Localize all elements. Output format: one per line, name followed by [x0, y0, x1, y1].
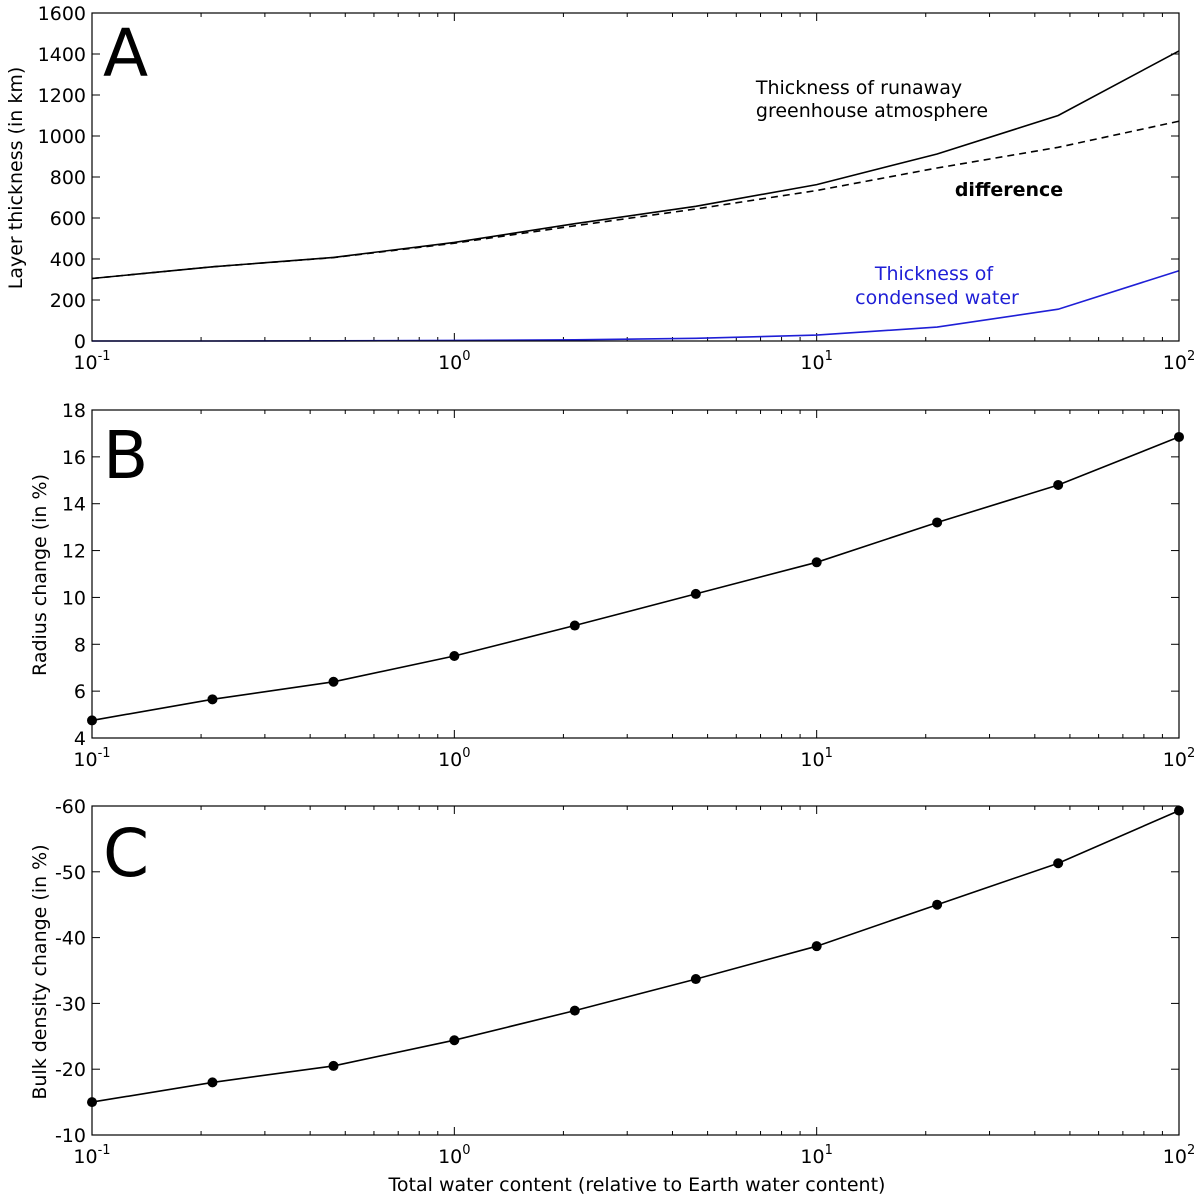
y-axis-label: Bulk density change (in %): [29, 844, 51, 1099]
annotation-line: Thickness of: [874, 263, 995, 285]
y-tick-label: 4: [74, 728, 86, 750]
panel-a: A Layer thickness (in km) Thickness of r…: [5, 3, 1195, 374]
x-tick-label: 100: [438, 746, 470, 771]
y-tick-label: -20: [55, 1059, 86, 1081]
y-tick-label: -50: [55, 862, 86, 884]
y-tick-label: 800: [50, 167, 86, 189]
panel-letter: C: [103, 815, 149, 892]
x-tick-exponent: -1: [98, 746, 111, 761]
x-tick-exponent: 0: [462, 349, 470, 364]
plot-frame: [91, 805, 1180, 1136]
data-point: [811, 941, 822, 952]
x-tick-label: 101: [800, 349, 832, 374]
x-tick-label: 100: [438, 1143, 470, 1168]
x-tick-exponent: 2: [1187, 349, 1195, 364]
y-axis-label: Layer thickness (in km): [5, 67, 27, 290]
y-tick-label: 1600: [38, 3, 86, 25]
y-tick-label: 6: [74, 681, 86, 703]
y-tick-label: -10: [55, 1125, 86, 1147]
y-tick-label: 12: [62, 541, 86, 563]
y-tick-label: 14: [62, 494, 86, 516]
y-axis-label: Radius change (in %): [29, 474, 51, 676]
data-point: [207, 694, 218, 705]
data-point: [207, 1077, 218, 1088]
x-tick-exponent: 1: [825, 1143, 833, 1158]
panel-b: B Radius change (in %) 10-1 100 101 1024681…: [29, 400, 1195, 771]
y-tick-label: 10: [62, 587, 86, 609]
x-tick-exponent: 2: [1187, 1143, 1195, 1158]
x-tick-label: 102: [1163, 1143, 1195, 1168]
y-tick-label: 600: [50, 208, 86, 230]
series-line: [91, 809, 1180, 1103]
x-tick-label: 100: [438, 349, 470, 374]
y-tick-label: 400: [50, 249, 86, 271]
panel-letter: B: [103, 417, 148, 494]
plot-frame: [91, 12, 1180, 342]
data-point: [449, 1035, 460, 1046]
annotation-runaway: Thickness of runaway greenhouse atmosphe…: [755, 77, 988, 122]
annotation-line: greenhouse atmosphere: [756, 100, 988, 122]
y-tick-label: -60: [55, 796, 86, 818]
x-tick-label: 101: [800, 746, 832, 771]
series-line: [91, 436, 1180, 722]
x-tick-exponent: 0: [462, 1143, 470, 1158]
x-tick-label: 102: [1163, 746, 1195, 771]
y-tick-label: 200: [50, 290, 86, 312]
data-point: [1053, 479, 1064, 490]
series-line: [91, 50, 1180, 280]
annotation-condensed-water: Thickness of condensed water: [855, 263, 1019, 309]
y-tick-label: -40: [55, 928, 86, 950]
y-tick-label: 1200: [38, 85, 86, 107]
data-point: [569, 1005, 580, 1016]
data-point: [328, 676, 339, 687]
panel-letter: A: [103, 15, 148, 92]
x-tick-exponent: 1: [825, 746, 833, 761]
series-line: [91, 120, 1180, 280]
y-tick-label: 1000: [38, 126, 86, 148]
x-tick-label: 101: [800, 1143, 832, 1168]
x-tick-exponent: 2: [1187, 746, 1195, 761]
y-tick-label: 0: [74, 331, 86, 353]
x-tick-label: 102: [1163, 349, 1195, 374]
data-point: [811, 557, 822, 568]
y-tick-label: 16: [62, 447, 86, 469]
x-tick-exponent: -1: [98, 349, 111, 364]
y-tick-label: 1400: [38, 44, 86, 66]
x-tick-exponent: 1: [825, 349, 833, 364]
data-point: [690, 588, 701, 599]
data-point: [932, 899, 943, 910]
y-tick-label: -30: [55, 993, 86, 1015]
panel-c: C Bulk density change (in %) Total water…: [29, 796, 1195, 1196]
annotation-line: condensed water: [855, 287, 1019, 309]
data-point: [449, 651, 460, 661]
data-point: [569, 620, 580, 631]
y-tick-label: 8: [74, 634, 86, 656]
data-point: [328, 1060, 339, 1071]
x-tick-exponent: -1: [98, 1143, 111, 1158]
data-point: [690, 974, 701, 985]
annotation-line: Thickness of runaway: [755, 77, 962, 99]
plot-frame: [91, 409, 1180, 739]
y-tick-label: 18: [62, 400, 86, 422]
data-point: [932, 517, 943, 528]
x-axis-label: Total water content (relative to Earth w…: [388, 1174, 886, 1196]
data-point: [1053, 858, 1064, 869]
annotation-difference: difference: [955, 179, 1063, 201]
x-tick-exponent: 0: [462, 746, 470, 761]
